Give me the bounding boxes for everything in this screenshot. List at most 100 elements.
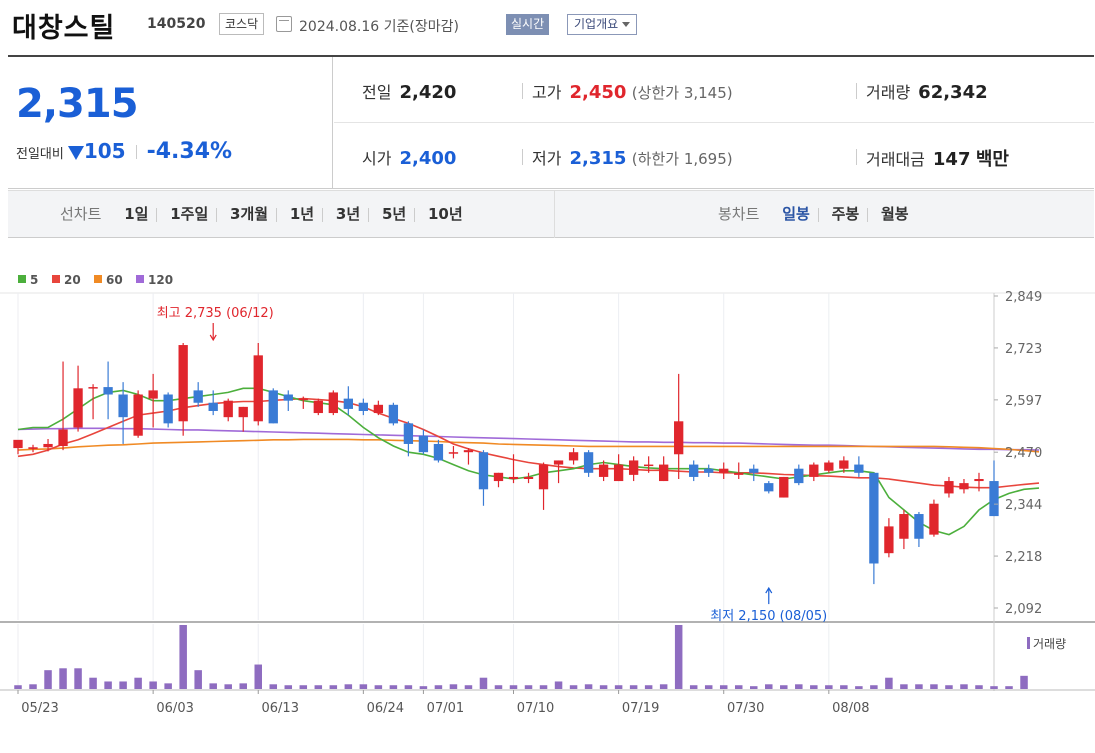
volume-bar xyxy=(389,685,398,689)
volume-bar xyxy=(554,681,563,689)
candle-body xyxy=(749,468,759,473)
legend-label-60: 60 xyxy=(106,273,123,287)
market-badge: 코스닥 xyxy=(219,13,265,35)
volume-bar xyxy=(359,684,368,689)
candle-body xyxy=(283,394,293,401)
legend-label-120: 120 xyxy=(148,273,173,287)
candle-body xyxy=(824,462,834,471)
volume-bar xyxy=(299,685,308,689)
period-3y-button[interactable]: 3년 xyxy=(335,205,361,223)
x-axis: 05/23 06/03 06/13 06/24 07/01 07/10 07/19 07/30… xyxy=(17,690,870,716)
candle-body xyxy=(43,443,53,448)
volume-bar xyxy=(629,685,638,689)
line-chart-label: 선차트 xyxy=(60,205,102,223)
divider xyxy=(135,145,137,159)
volume-bar xyxy=(509,685,518,689)
y-axis: 2,849 2,723 2,597 2,470 2,344 2,218 2,092 xyxy=(994,290,1042,617)
candle-body xyxy=(103,387,113,395)
candle-body xyxy=(869,472,879,564)
stat-lower-limit: (하한가 1,695) xyxy=(631,150,733,168)
legend-swatch-5 xyxy=(18,275,26,283)
volume-bar xyxy=(59,668,67,689)
volume-bar xyxy=(810,685,818,689)
calendar-icon xyxy=(276,16,292,32)
volume-bar xyxy=(479,677,488,689)
candle-body xyxy=(13,439,23,449)
candle-body xyxy=(88,387,98,389)
candle-chart-periods: 봉차트 일봉 주봉 월봉 xyxy=(718,191,917,238)
x-tick-label: 07/01 xyxy=(427,701,464,716)
volume-panel: 거래량 xyxy=(0,625,1095,691)
candle-body xyxy=(839,460,849,469)
candle-body xyxy=(959,483,969,490)
candle-body xyxy=(779,476,789,498)
candle-body xyxy=(583,452,594,473)
stat-low: 저가 2,315 (하한가 1,695) xyxy=(522,145,733,169)
period-1d-button[interactable]: 1일 xyxy=(124,205,149,223)
volume-bar xyxy=(915,684,923,689)
candle-body xyxy=(523,476,534,479)
candlesticks xyxy=(13,342,999,585)
stock-code: 140520 xyxy=(147,16,206,32)
period-1w-button[interactable]: 1주일 xyxy=(170,205,209,223)
y-tick-label: 2,470 xyxy=(1005,446,1042,461)
candle-body xyxy=(989,481,999,517)
x-tick-label: 08/08 xyxy=(832,701,869,716)
candle-body xyxy=(974,478,984,482)
stat-low-label: 저가 xyxy=(532,149,562,168)
volume-legend-label: 거래량 xyxy=(1033,637,1066,651)
y-tick-label: 2,218 xyxy=(1005,550,1042,565)
candle-weekly-button[interactable]: 주봉 xyxy=(831,205,860,223)
period-5y-button[interactable]: 5년 xyxy=(381,205,407,223)
stat-volume: 거래량 62,342 xyxy=(856,79,988,103)
volume-bar xyxy=(569,685,578,689)
x-tick-label: 07/19 xyxy=(622,701,659,716)
min-arrow-head xyxy=(765,586,773,594)
volume-bar xyxy=(750,686,758,689)
volume-bar xyxy=(734,685,743,689)
candle-daily-button[interactable]: 일봉 xyxy=(782,205,810,223)
legend-label-5: 5 xyxy=(30,273,38,287)
candle-body xyxy=(58,429,68,447)
period-1y-button[interactable]: 1년 xyxy=(289,205,315,223)
max-price-label: 최고 2,735 (06/12) xyxy=(157,306,274,321)
candle-body xyxy=(598,464,609,477)
volume-bar xyxy=(179,625,187,689)
volume-bar xyxy=(644,685,653,689)
candle-body xyxy=(493,472,504,482)
min-price-label: 최저 2,150 (08/05) xyxy=(710,609,827,624)
volume-bar xyxy=(719,685,728,689)
candle-body xyxy=(208,402,218,411)
candle-body xyxy=(809,464,819,477)
volume-bar xyxy=(209,683,217,689)
stat-low-value: 2,315 xyxy=(569,148,627,169)
period-10y-button[interactable]: 10년 xyxy=(427,205,463,223)
stat-open-label: 시가 xyxy=(362,149,392,168)
volume-bar xyxy=(524,685,533,689)
period-3m-button[interactable]: 3개월 xyxy=(230,205,269,223)
realtime-button[interactable]: 실시간 xyxy=(506,14,550,35)
company-overview-dropdown[interactable]: 기업개요 xyxy=(567,14,638,35)
volume-bar xyxy=(1020,675,1028,689)
volume-bar xyxy=(419,686,428,689)
candle-body xyxy=(689,464,699,477)
candle-body xyxy=(253,355,263,422)
y-tick-label: 2,597 xyxy=(1005,394,1042,409)
candle-body xyxy=(719,468,729,473)
candle-body xyxy=(568,452,579,461)
x-tick-label: 07/10 xyxy=(517,701,554,716)
y-tick-label: 2,723 xyxy=(1005,342,1042,357)
candle-body xyxy=(178,345,188,422)
chart-annotations: 최고 2,735 (06/12) 최저 2,150 (08/05) xyxy=(157,306,828,624)
candle-monthly-button[interactable]: 월봉 xyxy=(880,205,909,223)
volume-bar xyxy=(765,684,773,689)
volume-bar xyxy=(885,677,893,689)
candle-body xyxy=(538,464,549,490)
stat-volume-label: 거래량 xyxy=(866,83,911,102)
stat-prev-value: 2,420 xyxy=(399,82,457,103)
candle-body xyxy=(854,464,864,473)
volume-bar xyxy=(614,685,623,689)
stock-header: 대창스틸 140520 코스닥 2024.08.16 기준(장마감) 실시간 기… xyxy=(0,0,1095,52)
line-chart-periods: 선차트 1일 1주일 3개월 1년 3년 5년 10년 xyxy=(60,191,471,238)
volume-bar xyxy=(464,685,473,689)
